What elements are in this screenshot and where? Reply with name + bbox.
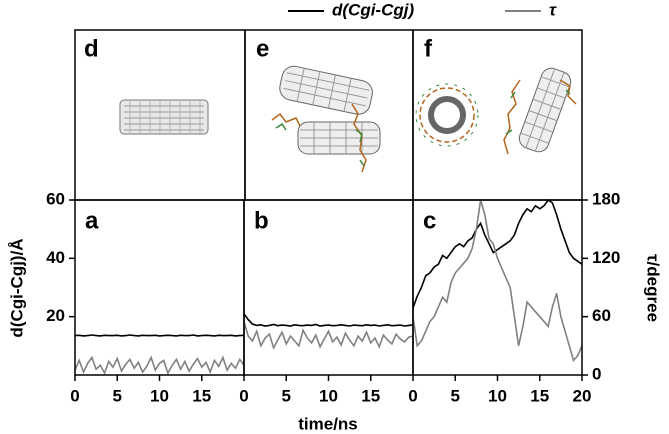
x-tick-label: 15 [530,386,549,405]
panel-letter: e [256,35,269,62]
legend-label: τ [549,0,557,19]
legend-label: d(Cgi-Cgj) [332,0,414,19]
panel-letter: d [84,35,99,62]
data-line [412,198,583,309]
panel-letter: f [424,35,433,62]
plot-frame [74,199,245,376]
x-tick-label: 10 [488,386,507,405]
y-tick-label: 20 [46,306,65,325]
y2-tick-label: 60 [592,306,611,325]
data-line [74,355,245,376]
x-axis-label: time/ns [298,414,358,433]
image-panel-f: f [412,29,583,201]
x-tick-label: 0 [70,386,79,405]
x-tick-label: 5 [282,386,291,405]
panel-letter: b [254,207,269,234]
data-line [243,313,414,327]
y2-axis-label: τ/degree [644,254,663,322]
data-line [243,321,414,350]
y2-tick-label: 180 [592,189,620,208]
x-tick-label: 5 [113,386,122,405]
plot-frame [412,199,583,376]
panel-letter: a [85,207,99,234]
x-tick-label: 15 [192,386,211,405]
x-tick-label: 20 [573,386,592,405]
x-tick-label: 5 [451,386,460,405]
data-line [74,334,245,337]
x-tick-label: 15 [361,386,380,405]
x-tick-label: 0 [408,386,417,405]
image-panel-d: d [74,29,246,201]
plot-frame [243,199,414,376]
x-tick-label: 10 [319,386,338,405]
y2-tick-label: 120 [592,248,620,267]
y-tick-label: 40 [46,248,65,267]
x-tick-label: 0 [239,386,248,405]
data-line [412,199,583,363]
y2-tick-label: 0 [592,364,601,383]
x-tick-label: 10 [150,386,169,405]
panel-letter: c [423,207,436,234]
image-panel-e: e [244,29,414,201]
y-axis-label: d(Cgi-Cgj)/Å [7,238,26,337]
y-tick-label: 60 [46,189,65,208]
